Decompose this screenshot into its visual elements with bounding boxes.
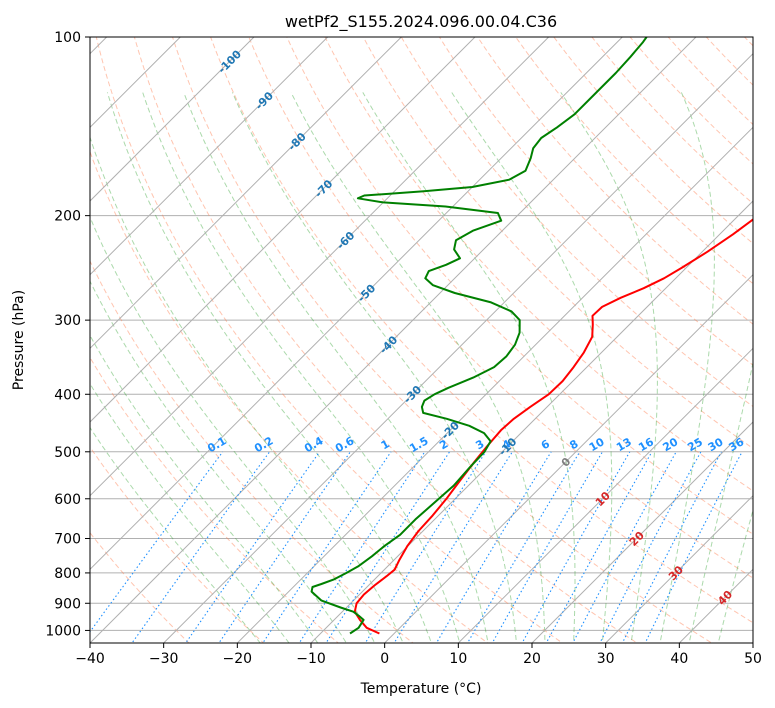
- plot-area: 0.1 0.2 0.4 0.6 1 1.5 2 3 4 6 8 10 13 16 20 25 30 36-100-…: [90, 37, 753, 643]
- isotherm-line: [90, 37, 476, 423]
- mixing-ratio-line: [491, 451, 603, 643]
- moist-adiabat: [688, 360, 753, 643]
- dry-adiabat: [90, 259, 414, 643]
- dry-adiabat: [90, 356, 339, 643]
- moist-adiabat: [560, 92, 658, 643]
- y-tick-label: 400: [54, 387, 81, 403]
- dry-adiabat: [515, 37, 753, 285]
- dry-adiabat: [210, 37, 753, 624]
- dry-adiabat: [172, 37, 713, 643]
- moist-adiabat: [290, 92, 546, 643]
- y-tick-label: 800: [54, 566, 81, 582]
- dry-adiabat: [438, 37, 753, 366]
- isotherm-line: [236, 126, 753, 643]
- isotherm-line: [163, 52, 753, 643]
- x-tick-label: 40: [670, 651, 688, 667]
- mixing-ratio-line: [298, 451, 426, 643]
- isotherm-line: [90, 37, 329, 276]
- y-tick-label: 500: [54, 445, 81, 461]
- x-tick-label: −10: [296, 651, 326, 667]
- x-tick-label: −20: [223, 651, 253, 667]
- moist-adiabats: [90, 92, 753, 643]
- x-tick-label: 0: [380, 651, 389, 667]
- chart-title: wetPf2_S155.2024.096.00.04.C36: [285, 12, 557, 32]
- moist-adiabat: [659, 92, 715, 643]
- mixing-ratio-line: [262, 451, 392, 643]
- dry-adiabat: [90, 150, 489, 643]
- moist-adiabat: [362, 92, 576, 643]
- mixing-ratio-line: [131, 451, 271, 643]
- isotherm-line: [457, 347, 753, 643]
- moist-adiabat: [183, 92, 489, 643]
- y-tick-label: 900: [54, 596, 81, 612]
- dry-adiabat: [324, 37, 753, 492]
- moist-adiabat: [231, 92, 517, 643]
- skewed-isotherms: [90, 37, 753, 643]
- moist-adiabat: [90, 334, 319, 643]
- temperature-line: [353, 218, 753, 635]
- mixing-ratio-line: [545, 451, 653, 643]
- mixing-ratio-line: [218, 451, 351, 643]
- x-tick-label: 10: [449, 651, 467, 667]
- x-tick-label: 20: [523, 651, 541, 667]
- y-axis: 1000 900 800 700 600 500 400 300 200 100: [45, 30, 90, 639]
- sounding-profiles: [310, 37, 753, 635]
- y-tick-label: 300: [54, 313, 81, 329]
- x-tick-label: 30: [597, 651, 615, 667]
- y-tick-label: 1000: [45, 623, 81, 639]
- mixing-ratio-line: [435, 451, 552, 643]
- isotherm-line: [384, 273, 753, 643]
- isotherm-line: [90, 37, 623, 571]
- mixing-ratio-lines: [90, 451, 743, 643]
- mixing-ratio-line: [644, 451, 743, 643]
- isotherm-line: [605, 494, 753, 643]
- y-axis-label: Pressure (hPa): [11, 290, 27, 390]
- moist-adiabat: [142, 92, 461, 643]
- x-tick-label: −40: [75, 651, 105, 667]
- isotherm-line: [531, 421, 753, 643]
- y-tick-label: 100: [54, 30, 81, 46]
- dry-adiabat: [362, 37, 753, 450]
- dry-adiabat: [133, 37, 638, 643]
- mixing-ratio-line: [521, 451, 631, 643]
- dry-adiabat: [591, 37, 753, 205]
- mixing-ratio-line: [185, 451, 321, 643]
- isotherm-line: [310, 200, 753, 643]
- y-tick-label: 700: [54, 532, 81, 548]
- isotherm-line: [90, 37, 697, 643]
- dry-adiabat: [95, 37, 564, 643]
- moist-adiabat: [90, 426, 261, 643]
- mixing-ratio-line: [466, 451, 581, 643]
- isotherm-line: [90, 37, 402, 350]
- mixing-ratio-line: [572, 451, 677, 643]
- moist-adiabat: [717, 508, 753, 643]
- isotherm-line: [90, 37, 550, 497]
- dry-adiabat: [248, 37, 753, 579]
- mixing-ratio-line: [325, 451, 451, 643]
- moist-adiabat: [90, 135, 404, 643]
- pressure-gridlines: [90, 37, 753, 631]
- y-tick-label: 600: [54, 492, 81, 508]
- dry-adiabat: [400, 37, 753, 408]
- dry-adiabat: [90, 446, 265, 643]
- dry-adiabat: [90, 531, 190, 643]
- isotherm-line: [90, 37, 255, 202]
- x-axis-label: Temperature (°C): [360, 681, 482, 697]
- x-tick-label: 50: [744, 651, 762, 667]
- dry-adiabats: [90, 37, 753, 643]
- moist-adiabat: [90, 280, 347, 643]
- x-axis: −40 −30 −20 −10 0 10 20 30 40 50: [75, 643, 762, 667]
- moist-adiabat: [90, 215, 376, 643]
- moist-adiabat: [106, 92, 432, 643]
- moist-adiabat: [451, 92, 613, 643]
- y-tick-label: 200: [54, 209, 81, 225]
- plot-frame: [89, 36, 754, 644]
- dry-adiabat: [286, 37, 753, 535]
- x-tick-label: −30: [149, 651, 179, 667]
- dewpoint-line: [310, 37, 648, 635]
